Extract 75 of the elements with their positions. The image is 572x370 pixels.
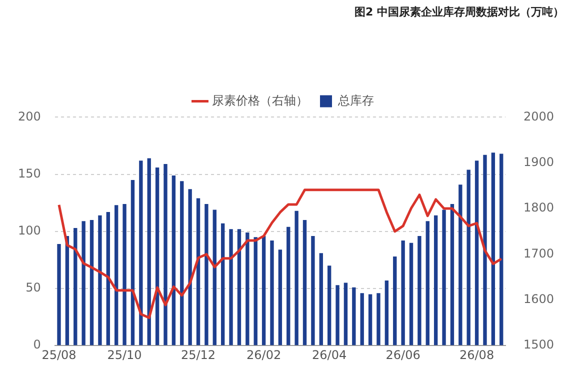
bar <box>114 205 118 346</box>
bar <box>139 160 143 346</box>
chart-title: 图2 中国尿素企业库存周数据对比（万吨） <box>354 5 564 18</box>
y-tick-label: 50 <box>26 280 41 295</box>
bar <box>254 237 258 346</box>
bar <box>483 154 487 346</box>
bar <box>188 189 192 346</box>
bar <box>180 181 184 346</box>
bar <box>147 158 151 346</box>
bar <box>220 223 225 346</box>
bar <box>360 293 364 346</box>
bar <box>409 242 414 346</box>
bar <box>352 287 356 346</box>
bar <box>155 167 160 346</box>
y-tick-label: 100 <box>18 224 41 238</box>
bar <box>294 210 298 346</box>
y-tick-label: 200 <box>18 109 41 124</box>
bar <box>458 184 462 346</box>
bar <box>270 240 274 346</box>
x-tick-label: 25/12 <box>180 348 216 362</box>
x-tick-label: 26/02 <box>246 348 282 362</box>
bar <box>57 244 61 346</box>
bar <box>442 210 446 346</box>
x-tick-label: 26/04 <box>312 348 347 362</box>
bar <box>82 221 86 346</box>
legend-label: 总库存 <box>337 93 374 108</box>
bar <box>327 266 332 346</box>
x-tick-label: 25/10 <box>107 348 142 362</box>
bar <box>204 204 208 346</box>
bar <box>336 285 340 346</box>
y2-tick-label: 1800 <box>523 200 554 215</box>
bar <box>401 240 405 346</box>
bar <box>466 170 470 346</box>
bar <box>246 232 250 346</box>
bar <box>384 280 389 346</box>
bar <box>98 215 102 346</box>
x-tick-label: 26/06 <box>386 348 420 362</box>
bar <box>500 154 504 346</box>
bar <box>172 175 176 346</box>
bar <box>262 236 266 346</box>
bar <box>450 204 454 346</box>
y-tick-label: 0 <box>33 338 41 352</box>
y-tick-label: 150 <box>18 166 41 180</box>
bar <box>393 256 397 346</box>
bar <box>164 164 168 346</box>
bar <box>212 210 216 346</box>
bar <box>196 198 200 346</box>
bar <box>278 250 282 346</box>
bar <box>237 229 242 346</box>
x-tick-label: 26/08 <box>459 348 494 362</box>
bar <box>130 180 135 346</box>
bar <box>319 253 323 346</box>
bar <box>491 152 496 346</box>
bar <box>368 294 372 346</box>
bar <box>302 220 307 346</box>
bar <box>122 204 126 346</box>
y2-tick-label: 2000 <box>523 109 554 124</box>
bar <box>434 215 438 346</box>
y2-tick-label: 1500 <box>523 338 554 352</box>
x-tick-label: 25/08 <box>42 348 76 362</box>
bar <box>344 282 348 346</box>
bar <box>474 160 479 346</box>
bar <box>418 236 422 346</box>
y2-tick-label: 1700 <box>523 246 554 260</box>
bar <box>106 212 110 346</box>
legend-label: 尿素价格（右轴） <box>212 93 308 108</box>
bar <box>229 229 233 346</box>
bar <box>286 226 290 346</box>
bar <box>90 220 94 346</box>
y2-tick-label: 1900 <box>523 155 554 170</box>
bar <box>74 228 78 346</box>
bar <box>426 221 430 346</box>
y2-tick-label: 1600 <box>523 292 554 306</box>
bar <box>311 236 315 346</box>
bar <box>376 293 380 346</box>
